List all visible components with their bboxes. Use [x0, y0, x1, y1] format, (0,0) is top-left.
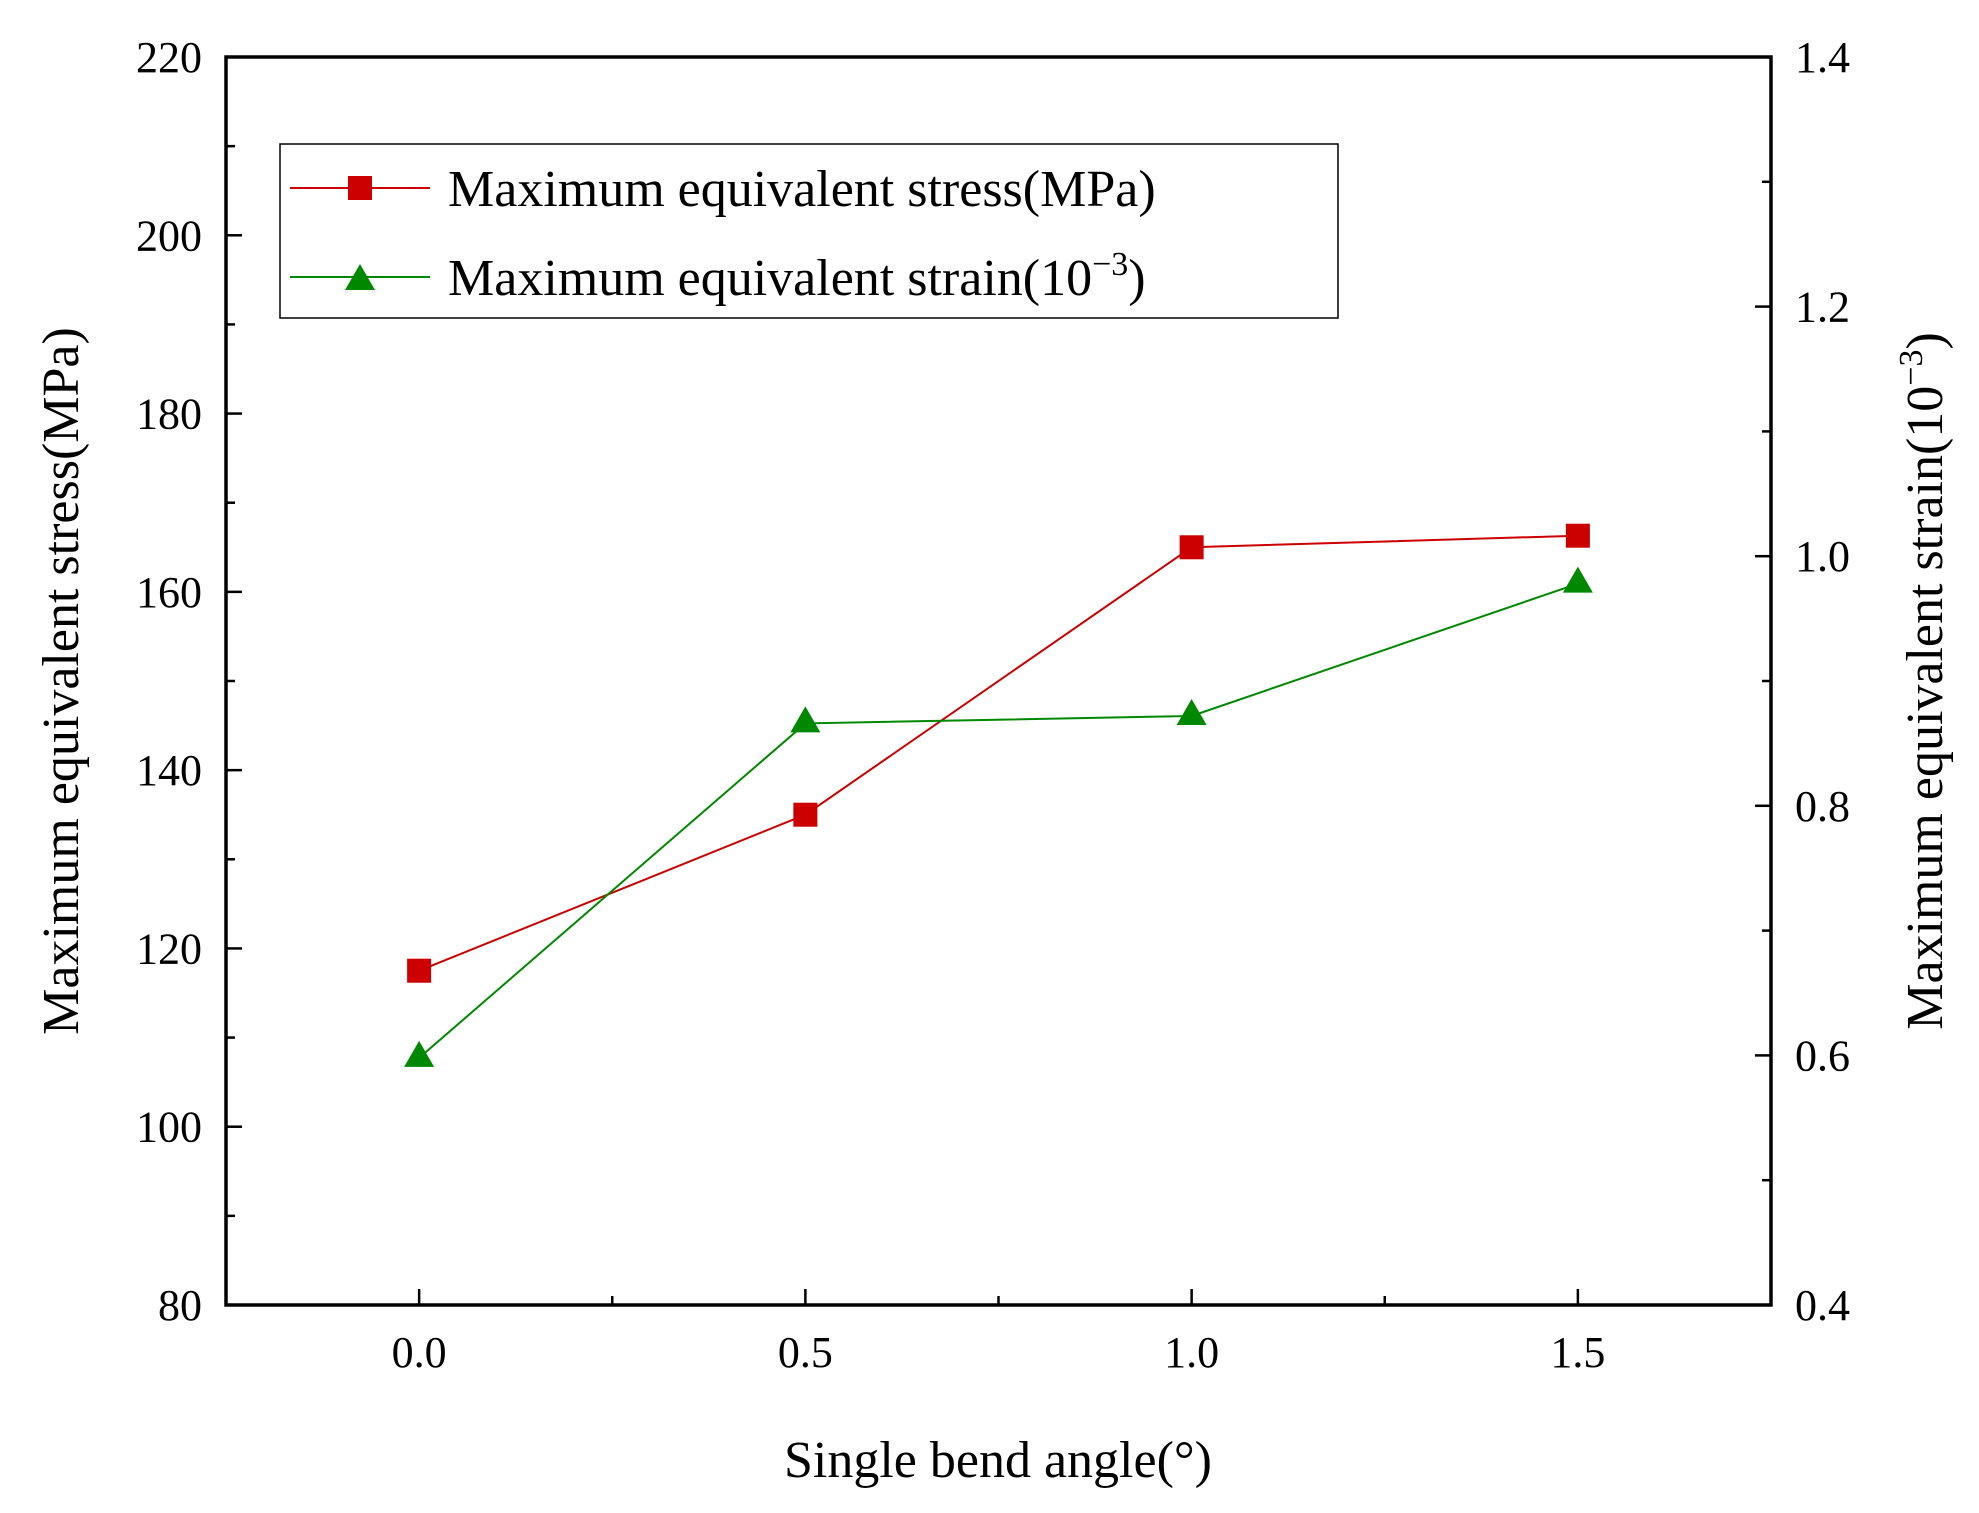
- stress-data-point: [1179, 535, 1204, 560]
- series-line-0: [418, 534, 1578, 972]
- right-y-tick-label: 0.6: [1795, 1031, 1850, 1080]
- strain-data-point: [404, 1040, 435, 1067]
- stress-data-point: [793, 802, 818, 827]
- x-tick-label: 1.5: [1550, 1328, 1605, 1377]
- left-y-tick-label: 140: [136, 746, 202, 795]
- legend-stress-marker: [348, 176, 372, 200]
- x-axis-ticks: 0.0 0.5 1.0 1.5: [392, 1289, 1605, 1377]
- stress-data-point: [407, 958, 432, 983]
- right-y-axis-title-close: ): [1897, 332, 1954, 349]
- right-y-tick-label: 1.4: [1795, 33, 1850, 82]
- left-y-tick-label: 100: [136, 1103, 202, 1152]
- right-y-tick-label: 0.4: [1795, 1281, 1850, 1330]
- series-layer: [404, 523, 1593, 1067]
- strain-data-point: [1562, 566, 1593, 593]
- strain-data-point: [1176, 698, 1207, 725]
- stress-data-point: [1565, 523, 1590, 548]
- x-tick-label: 0.0: [392, 1328, 447, 1377]
- legend: Maximum equivalent stress(MPa) Maximum e…: [279, 143, 1339, 319]
- left-y-axis-title: Maximum equivalent stress(MPa): [33, 327, 90, 1035]
- left-y-axis-ticks: 80 100 120 140 160 180 200 220: [136, 33, 242, 1330]
- series-line-1: [418, 582, 1579, 1059]
- right-y-axis-title: Maximum equivalent strain(10−3): [1893, 332, 1954, 1030]
- right-y-axis-title-exponent: −3: [1893, 350, 1930, 386]
- x-tick-label: 1.0: [1164, 1328, 1219, 1377]
- legend-strain-label: Maximum equivalent strain(10−3): [448, 246, 1146, 307]
- legend-strain-label-base: Maximum equivalent strain(10: [448, 250, 1092, 307]
- right-y-tick-label: 1.2: [1795, 283, 1850, 332]
- left-y-tick-label: 80: [158, 1281, 202, 1330]
- left-y-tick-label: 180: [136, 390, 202, 439]
- legend-strain-label-exponent: −3: [1092, 246, 1128, 283]
- legend-stress-label: Maximum equivalent stress(MPa): [448, 161, 1156, 218]
- x-axis-title: Single bend angle(°): [784, 1432, 1212, 1489]
- left-y-tick-label: 120: [136, 924, 202, 973]
- left-y-tick-label: 220: [136, 33, 202, 82]
- right-y-axis-ticks: 0.4 0.6 0.8 1.0 1.2 1.4: [1755, 33, 1850, 1330]
- legend-strain-marker: [345, 264, 375, 290]
- legend-strain-label-close: ): [1128, 250, 1145, 307]
- left-y-tick-label: 200: [136, 211, 202, 260]
- legend-box: [279, 143, 1339, 319]
- strain-data-point: [790, 706, 821, 733]
- x-tick-label: 0.5: [778, 1328, 833, 1377]
- right-y-tick-label: 0.8: [1795, 782, 1850, 831]
- right-y-tick-label: 1.0: [1795, 532, 1850, 581]
- right-y-axis-title-base: Maximum equivalent strain(10: [1897, 386, 1954, 1030]
- left-y-tick-label: 160: [136, 568, 202, 617]
